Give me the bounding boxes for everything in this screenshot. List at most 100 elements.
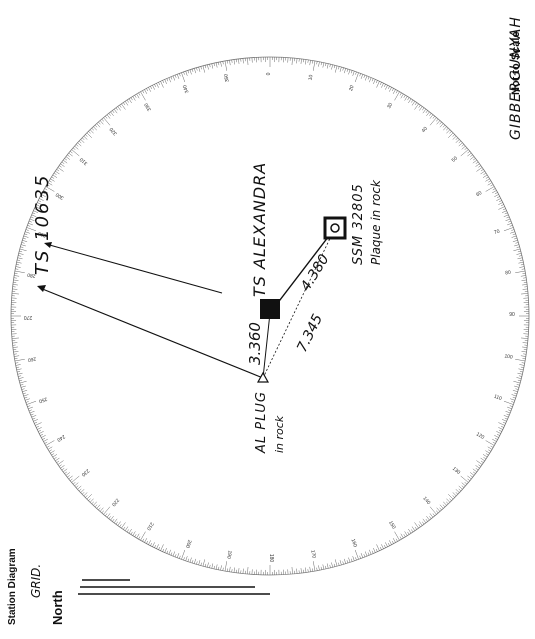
ts-alexandra-marker — [260, 299, 280, 319]
protractor-tick — [439, 504, 444, 509]
protractor-tick — [291, 57, 293, 65]
protractor-tick — [30, 216, 34, 219]
protractor-tick — [215, 564, 218, 570]
protractor-tick — [320, 62, 322, 66]
ts-10635-label: TS 10635 — [32, 174, 53, 275]
protractor-tick — [442, 504, 446, 508]
protractor-tick — [34, 208, 38, 211]
protractor-tick — [113, 518, 118, 524]
protractor-tick — [511, 394, 517, 397]
north-label: North — [50, 590, 65, 625]
protractor-tick — [359, 73, 361, 77]
protractor-tick — [312, 568, 313, 572]
protractor-tick — [394, 531, 400, 541]
protractor-tick — [22, 237, 26, 240]
protractor-tick — [391, 88, 394, 92]
protractor-tick — [403, 534, 406, 537]
protractor-tick — [446, 501, 449, 505]
protractor-tick — [15, 362, 19, 364]
protractor-tick — [363, 74, 366, 78]
protractor-tick — [348, 69, 351, 75]
protractor-tick — [46, 184, 50, 187]
protractor-tick — [166, 550, 169, 554]
protractor-tick — [154, 544, 156, 548]
protractor-tick — [478, 464, 482, 467]
protractor-tick — [414, 526, 417, 530]
protractor-tick — [222, 567, 224, 571]
protractor-tick — [498, 202, 503, 205]
protractor-tick — [202, 559, 206, 567]
protractor-tick — [449, 131, 452, 134]
protractor-tick — [376, 81, 380, 88]
protractor-tick — [381, 544, 384, 549]
protractor-tick — [518, 368, 524, 371]
protractor-tick — [436, 507, 441, 512]
protractor-tick — [478, 165, 482, 168]
protractor-tick — [506, 413, 510, 416]
degree-label: 190 — [225, 550, 232, 559]
protractor-tick — [392, 89, 396, 94]
protractor-tick — [371, 78, 374, 82]
protractor-tick — [521, 293, 529, 295]
protractor-tick — [513, 248, 521, 252]
protractor-tick — [179, 73, 181, 77]
protractor-tick — [227, 568, 228, 572]
protractor-tick — [418, 524, 421, 528]
protractor-tick — [496, 431, 501, 434]
protractor-tick — [172, 75, 176, 81]
protractor-tick — [25, 401, 29, 403]
protractor-tick — [14, 355, 20, 357]
protractor-tick — [439, 123, 444, 128]
protractor-tick — [16, 264, 20, 266]
protractor-tick — [38, 430, 42, 432]
protractor-tick — [43, 190, 48, 194]
protractor-tick — [363, 554, 366, 558]
arrowhead-al-ray — [37, 285, 46, 292]
protractor-tick — [12, 346, 18, 348]
protractor-tick — [498, 206, 505, 210]
protractor-tick — [334, 65, 338, 73]
protractor-tick — [516, 246, 520, 248]
protractor-tick — [422, 521, 425, 525]
degree-label: 240 — [56, 433, 66, 442]
protractor-tick — [501, 419, 507, 422]
protractor-tick — [514, 237, 518, 240]
protractor-tick — [476, 167, 483, 172]
protractor-tick — [64, 471, 68, 474]
degree-label: 350 — [223, 73, 230, 82]
protractor-tick — [61, 161, 65, 164]
protractor-tick — [419, 106, 423, 111]
protractor-tick — [112, 518, 115, 522]
protractor-tick — [99, 120, 104, 125]
protractor-tick — [404, 96, 408, 101]
protractor-tick — [384, 84, 386, 88]
protractor-tick — [39, 198, 44, 201]
protractor-tick — [379, 546, 382, 550]
protractor-tick — [96, 504, 101, 509]
protractor-tick — [105, 513, 108, 517]
degree-label: 70 — [493, 228, 500, 236]
protractor-tick — [25, 229, 29, 231]
protractor-tick — [322, 62, 325, 68]
protractor-tick — [496, 433, 500, 436]
protractor-tick — [480, 457, 485, 462]
protractor-tick — [20, 244, 26, 247]
protractor-tick — [86, 132, 92, 138]
line-al-to-ts — [262, 312, 271, 379]
protractor-tick — [191, 560, 194, 564]
protractor-tick — [24, 233, 28, 236]
protractor-tick — [448, 494, 454, 500]
protractor-tick — [202, 65, 206, 73]
protractor-tick — [98, 507, 101, 511]
protractor-tick — [507, 406, 512, 410]
protractor-tick — [17, 372, 23, 375]
protractor-tick — [510, 231, 515, 234]
protractor-tick — [124, 526, 129, 531]
protractor-tick — [46, 445, 50, 448]
protractor-tick — [62, 468, 68, 473]
protractor-tick — [426, 111, 430, 117]
protractor-tick — [355, 71, 357, 75]
protractor-tick — [367, 552, 370, 556]
protractor-tick — [480, 460, 484, 463]
